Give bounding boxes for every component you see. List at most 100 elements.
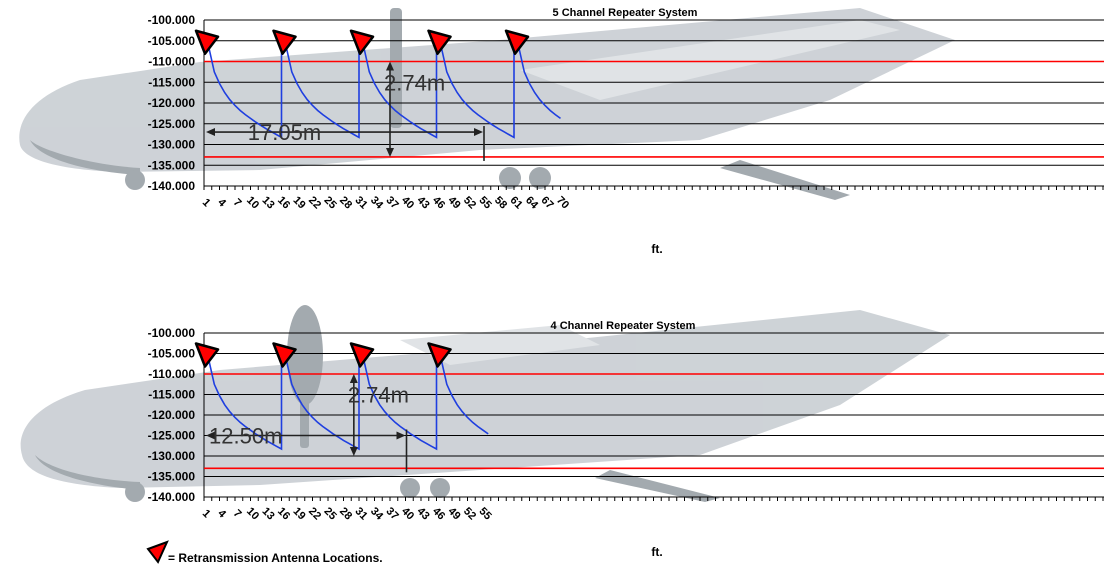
x-tick-label: 34 [368, 194, 386, 212]
x-tick-label: 31 [353, 194, 370, 211]
x-tick-label: 37 [384, 194, 401, 211]
x-tick-label: 19 [291, 194, 308, 211]
antenna-marker-icon [349, 342, 375, 368]
x-tick-label: 7 [231, 196, 244, 209]
y-tick-label: -135.000 [148, 158, 196, 172]
antenna-marker-icon [194, 29, 220, 55]
x-tick-label: 22 [306, 194, 323, 211]
signal-series [203, 38, 561, 139]
y-tick-labels: -100.000 -105.000 -110.000 -115.000 -120.000… [148, 326, 196, 504]
x-tick-label: 1 [200, 196, 213, 209]
antenna-marker-icon [427, 29, 452, 55]
y-tick-label: -125.000 [148, 117, 196, 131]
arrow-up-icon [349, 374, 358, 383]
legend-marker-icon [146, 540, 169, 564]
y-tick-labels: -100.000 -105.000 -110.000 -115.000 -120.000… [148, 13, 196, 193]
y-tick-label: -130.000 [148, 449, 196, 463]
x-tick-label: 64 [523, 194, 541, 212]
aircraft-backdrop [19, 8, 955, 200]
arrow-right-icon [474, 128, 483, 137]
span-label: 17.05m [248, 120, 321, 145]
arrow-left-icon [206, 128, 215, 137]
y-tick-label: -125.000 [148, 429, 196, 443]
antenna-marker-icon [272, 342, 297, 368]
antenna-markers [194, 29, 530, 55]
x-tick-label: 4 [215, 196, 228, 209]
y-tick-label: -120.000 [148, 96, 196, 110]
x-tick-label: 19 [291, 505, 308, 522]
x-tick-label: 10 [244, 194, 261, 211]
y-tick-label: -110.000 [148, 55, 195, 69]
x-axis-label: ft. [651, 545, 662, 559]
height-label: 2.74m [348, 383, 409, 408]
x-tick-label: 49 [446, 505, 463, 522]
arrow-right-icon [396, 431, 406, 440]
y-tick-label: -120.000 [148, 408, 196, 422]
y-tick-label: -135.000 [148, 470, 196, 484]
y-tick-label: -140.000 [148, 490, 196, 504]
chart-5-channel: 17.05m 2.74m -100.000 -105.000 -110.000 -115… [19, 7, 1104, 256]
x-tick-label: 4 [215, 507, 228, 520]
x-tick-label: 55 [477, 505, 494, 522]
x-tick-label: 55 [477, 194, 494, 211]
x-tick-label: 61 [508, 194, 525, 211]
antenna-marker-icon [427, 342, 452, 368]
antenna-marker-icon [504, 29, 530, 55]
x-tick-label: 22 [306, 505, 323, 522]
x-tick-label: 1 [200, 507, 213, 520]
reference-lines [204, 373, 1104, 470]
x-tick-label: 16 [275, 505, 292, 522]
x-tick-label: 58 [492, 194, 509, 211]
legend: = Retransmission Antenna Locations. [146, 540, 383, 565]
antenna-markers [194, 342, 452, 368]
x-tick-label: 28 [337, 194, 354, 211]
y-tick-label: -140.000 [148, 179, 196, 193]
x-tick-label: 52 [461, 194, 478, 211]
x-tick-label: 43 [415, 505, 432, 522]
y-tick-label: -115.000 [148, 75, 195, 89]
x-axis-label: ft. [651, 242, 662, 256]
x-tick-label: 49 [446, 194, 463, 211]
y-tick-label: -100.000 [148, 326, 196, 340]
y-tick-label: -105.000 [148, 347, 196, 361]
legend-text: = Retransmission Antenna Locations. [168, 551, 383, 565]
y-tick-label: -110.000 [148, 367, 195, 381]
x-tick-label: 31 [353, 505, 370, 522]
chart-4-channel: 12.50m 2.74m -100.000 -105.000 -110.000 -115… [20, 305, 1104, 559]
arrow-left-icon [206, 431, 215, 440]
arrow-down-icon [386, 147, 394, 157]
dimension-annotations: 17.05m 2.74m [206, 61, 485, 161]
arrow-up-icon [386, 61, 394, 71]
height-label: 2.74m [384, 71, 445, 96]
chart-title: 4 Channel Repeater System [551, 320, 696, 332]
y-tick-label: -105.000 [148, 34, 196, 48]
x-tick-label: 13 [260, 505, 277, 522]
x-tick-label: 70 [554, 194, 571, 211]
y-tick-label: -115.000 [148, 388, 195, 402]
x-tick-label: 67 [539, 194, 556, 211]
dimension-annotations: 12.50m 2.74m [206, 374, 409, 473]
x-tick-label: 34 [368, 505, 386, 523]
x-tick-label: 25 [322, 194, 339, 211]
arrow-down-icon [349, 447, 358, 456]
x-tick-label: 7 [231, 507, 244, 520]
x-tick-label: 16 [275, 194, 292, 211]
antenna-marker-icon [194, 342, 220, 368]
x-tick-label: 28 [337, 505, 354, 522]
antenna-marker-icon [349, 29, 375, 55]
x-tick-label: 25 [322, 505, 339, 522]
y-tick-label: -130.000 [148, 138, 196, 152]
x-tick-labels: 1 4 7 1013161922252831343740434649525558616… [200, 194, 571, 212]
x-tick-label: 52 [461, 505, 478, 522]
x-tick-label: 43 [415, 194, 432, 211]
signal-line [203, 38, 561, 139]
x-tick-label: 46 [430, 505, 447, 522]
antenna-marker-icon [272, 29, 297, 55]
y-tick-label: -100.000 [148, 13, 196, 27]
x-tick-label: 10 [244, 505, 261, 522]
chart-title: 5 Channel Repeater System [553, 7, 698, 19]
aircraft-backdrop [20, 305, 951, 502]
span-label: 12.50m [209, 424, 282, 449]
